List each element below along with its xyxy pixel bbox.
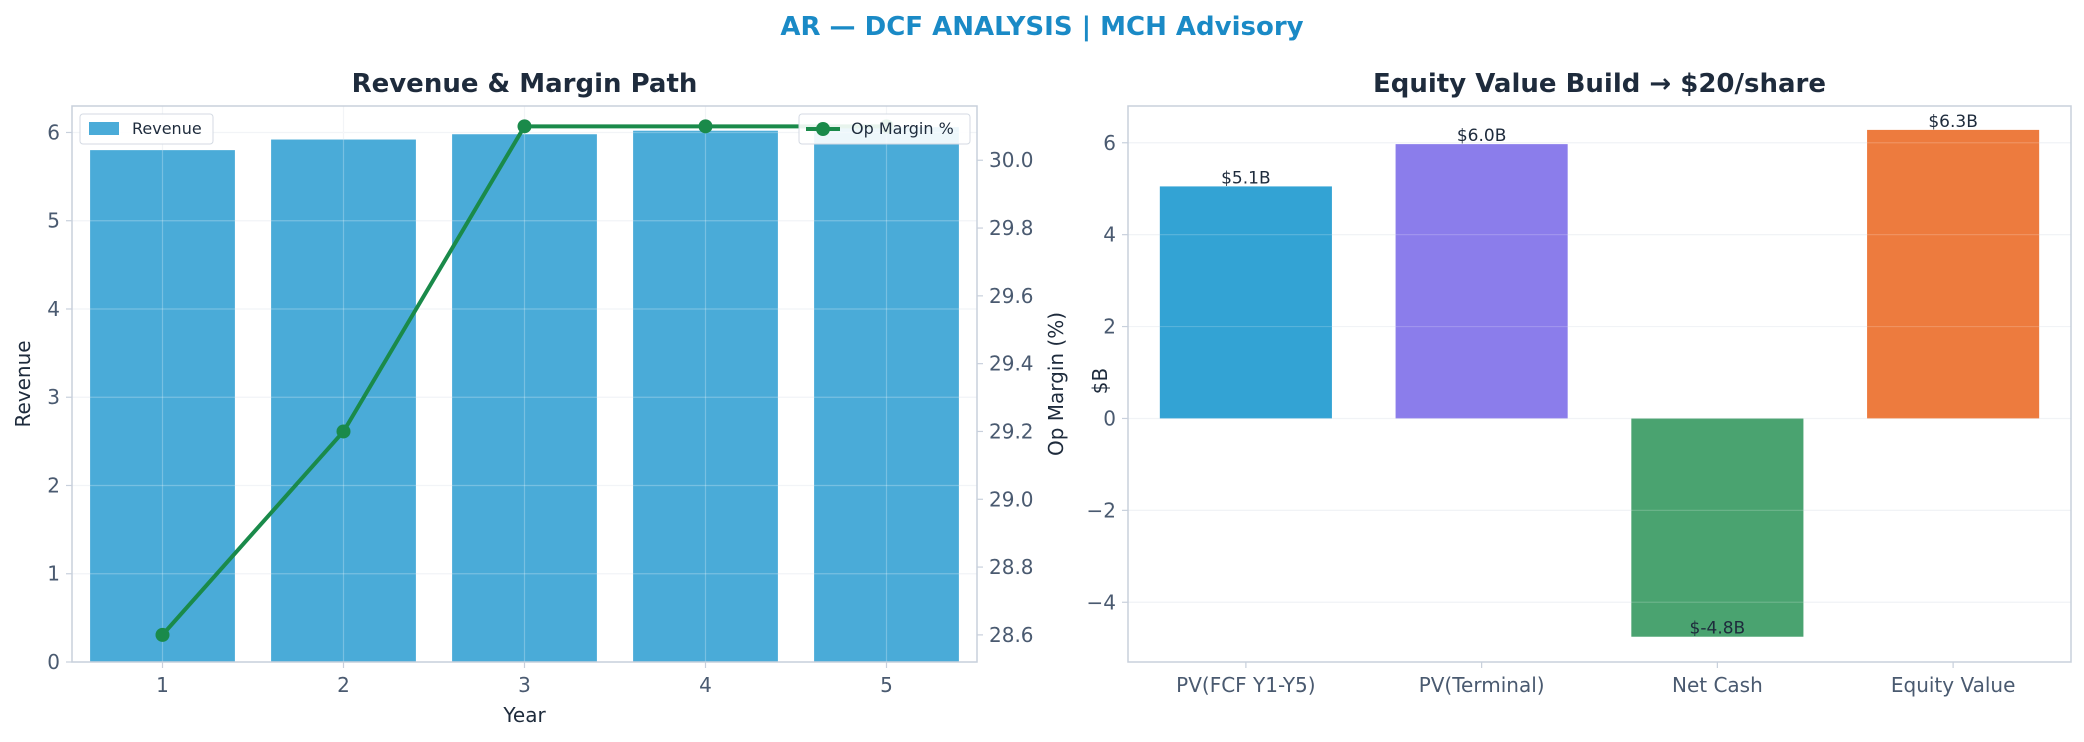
y2-tick-label: 29.6 (989, 284, 1034, 308)
equity-bar (1395, 144, 1568, 419)
op-margin-point (698, 119, 713, 134)
y-axis-label: Revenue (11, 340, 35, 427)
y-tick-label: 5 (47, 209, 60, 233)
op-margin-point (336, 424, 351, 439)
bar-data-label: $6.3B (1928, 112, 1978, 132)
legend-swatch-marker (816, 122, 830, 136)
y2-axis-label: Op Margin (%) (1044, 312, 1068, 456)
x-tick-label: 2 (337, 673, 350, 697)
y2-tick-label: 30.0 (989, 148, 1034, 172)
legend-box (79, 113, 214, 145)
y2-tick-label: 28.8 (989, 555, 1034, 579)
bar-data-label: $5.1B (1221, 168, 1271, 188)
y-tick-label: 2 (47, 473, 60, 497)
x-tick-label: 5 (880, 673, 893, 697)
y-tick-label: 4 (47, 297, 60, 321)
y-tick-label: 0 (1103, 406, 1116, 430)
x-tick-label: Equity Value (1891, 673, 2016, 697)
y-axis-label: $B (1088, 368, 1112, 394)
op-margin-point (155, 627, 170, 642)
revenue-bar (271, 139, 416, 663)
chart-title: Revenue & Margin Path (352, 69, 698, 99)
y-tick-label: 6 (1103, 131, 1116, 155)
legend-label: Op Margin % (851, 119, 954, 138)
y2-tick-label: 29.2 (989, 419, 1034, 443)
revenue-bar (633, 130, 778, 662)
y-tick-label: 4 (1103, 223, 1116, 247)
revenue-bar (452, 134, 597, 662)
x-axis-label: Year (502, 703, 546, 727)
legend-box (798, 113, 971, 145)
figure-suptitle: AR — DCF ANALYSIS | MCH Advisory (780, 12, 1303, 42)
equity-bar (1867, 129, 2040, 419)
x-tick-label: PV(FCF Y1-Y5) (1176, 673, 1315, 697)
y-tick-label: 1 (47, 562, 60, 586)
revenue-bar (814, 127, 959, 662)
x-tick-label: 3 (518, 673, 531, 697)
y-tick-label: −2 (1087, 498, 1116, 522)
y2-tick-label: 29.4 (989, 352, 1034, 376)
legend-swatch (89, 122, 119, 135)
x-tick-label: PV(Terminal) (1419, 673, 1545, 697)
revenue-margin-chart: Revenue & Margin Path 0 1 2 3 4 5 6 28.6 28.8 29.0… (11, 69, 1068, 727)
plot-frame (1127, 105, 2072, 663)
equity-build-chart: Equity Value Build → $20/share $5.1B $6.0B… (1087, 69, 2072, 697)
x-tick-label: Net Cash (1672, 673, 1763, 697)
x-tick-label: 1 (156, 673, 169, 697)
op-margin-point (517, 119, 532, 134)
x-tick-label: 4 (699, 673, 712, 697)
y-tick-label: 0 (47, 650, 60, 674)
y2-tick-label: 29.8 (989, 216, 1034, 240)
y2-tick-label: 28.6 (989, 623, 1034, 647)
bar-data-label: $6.0B (1457, 126, 1507, 146)
revenue-bar (90, 150, 235, 662)
y-tick-label: 3 (47, 385, 60, 409)
equity-bar (1631, 418, 1804, 637)
y-tick-label: 6 (47, 120, 60, 144)
bar-data-label: $-4.8B (1690, 619, 1746, 639)
y-tick-label: 2 (1103, 315, 1116, 339)
chart-title: Equity Value Build → $20/share (1373, 69, 1826, 99)
y2-tick-label: 29.0 (989, 487, 1034, 511)
equity-bar (1159, 186, 1332, 419)
y-tick-label: −4 (1087, 590, 1116, 614)
legend-label: Revenue (132, 119, 202, 138)
